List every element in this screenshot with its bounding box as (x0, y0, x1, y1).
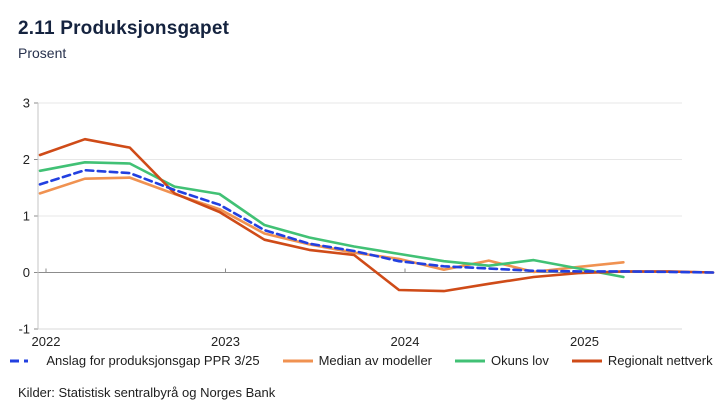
x-tick-label-2022: 2022 (32, 334, 61, 349)
legend: Anslag for produksjonsgap PPR 3/25 Median… (0, 353, 722, 368)
source-text: Kilder: Statistisk sentralbyrå og Norges… (18, 385, 276, 400)
y-tick-label-0: 0 (23, 265, 30, 280)
series-line-0 (38, 168, 715, 274)
legend-swatch-2 (455, 359, 486, 362)
legend-label-3: Regionalt nettverk (607, 353, 713, 368)
legend-swatch-3 (571, 359, 602, 362)
series-line-2 (38, 161, 625, 279)
series-line-3 (38, 137, 715, 293)
x-tick-label-2025: 2025 (570, 334, 599, 349)
legend-item-3: Regionalt nettverk (571, 353, 713, 368)
chart-subtitle: Prosent (18, 45, 67, 61)
y-tick-label-2: 2 (23, 152, 30, 167)
y-tick-label--1: -1 (18, 322, 30, 337)
legend-item-1: Median av modeller (282, 353, 432, 368)
chart-title: 2.11 Produksjonsgapet (18, 18, 230, 39)
x-tick-label-2024: 2024 (391, 334, 420, 349)
legend-label-0: Anslag for produksjonsgap PPR 3/25 (46, 353, 260, 368)
series-line-1 (38, 176, 625, 274)
legend-label-2: Okuns lov (491, 353, 549, 368)
legend-swatch-0 (10, 359, 41, 362)
legend-item-2: Okuns lov (454, 353, 549, 368)
legend-label-1: Median av modeller (318, 353, 433, 368)
y-tick-label-3: 3 (23, 96, 30, 111)
legend-item-0: Anslag for produksjonsgap PPR 3/25 (9, 353, 260, 368)
y-tick-label-1: 1 (23, 209, 30, 224)
x-tick-label-2023: 2023 (211, 334, 240, 349)
legend-swatch-1 (282, 359, 313, 362)
